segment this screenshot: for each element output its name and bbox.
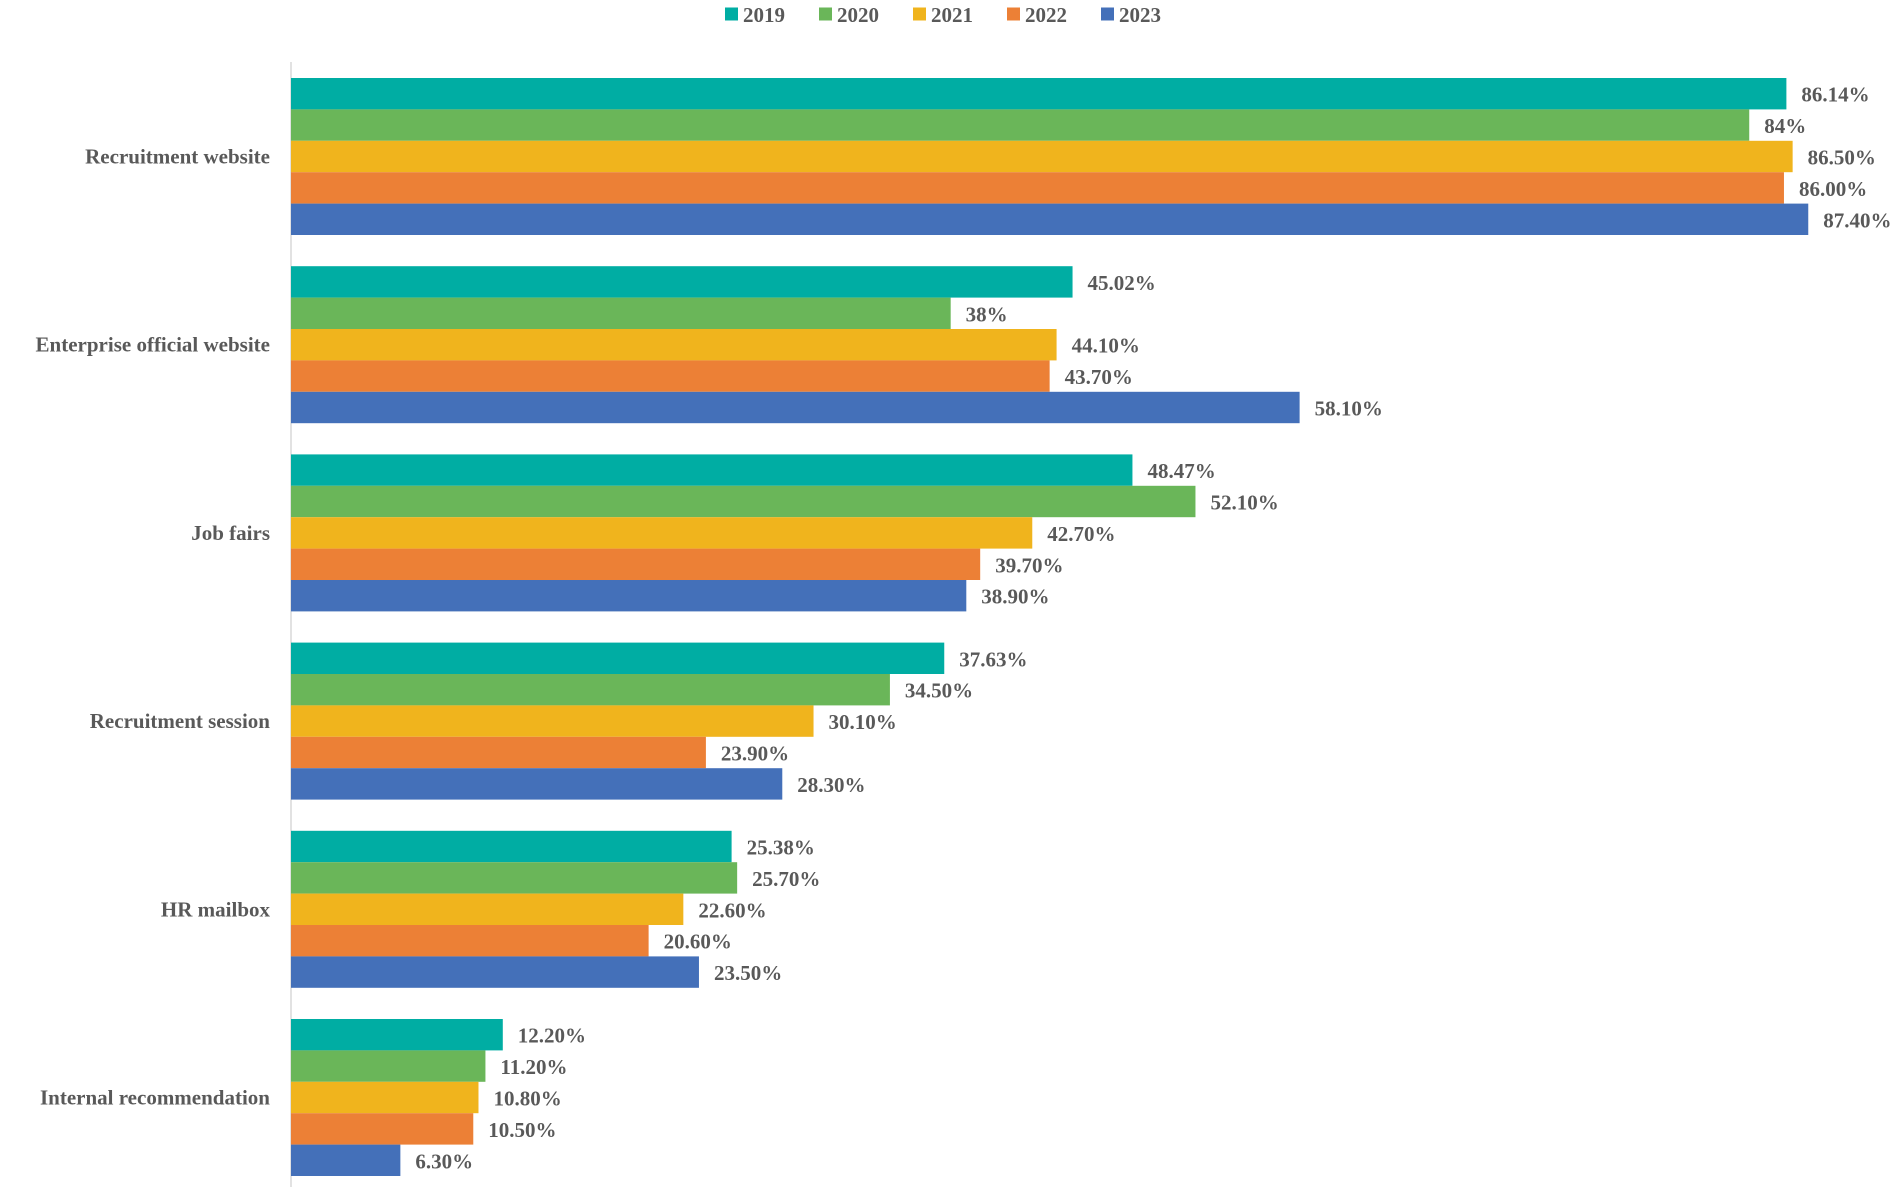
data-label: 22.60% [698,898,766,922]
category-label: Job fairs [191,521,270,545]
bar-2021 [291,517,1033,549]
category-label: HR mailbox [161,897,271,921]
bar-2022 [291,172,1784,204]
category-label: Enterprise official website [36,333,270,357]
data-label: 10.80% [493,1087,561,1111]
bar-2023 [291,391,1300,424]
legend-label: 2022 [1025,3,1067,27]
legend-swatch [819,7,832,21]
category-label: Recruitment website [85,145,270,169]
legend-item-2020: 2020 [819,3,879,27]
legend-swatch [725,7,738,21]
bar-2022 [291,736,706,769]
data-label: 25.38% [747,836,815,860]
bar-2021 [291,1081,479,1114]
data-label: 43.70% [1065,365,1133,389]
data-label: 25.70% [752,867,820,891]
bar-2020 [291,674,890,706]
bar-2023 [291,768,783,800]
bar-2022 [291,925,649,957]
legend-swatch [1007,7,1020,21]
bar-2023 [291,580,967,612]
data-label: 48.47% [1147,459,1215,483]
data-label: 38% [966,302,1008,326]
data-label: 87.40% [1823,208,1891,232]
data-label: 34.50% [905,679,973,703]
bar-2019 [291,830,732,863]
legend: 2019 2020 2021 2022 2023 [725,3,1161,27]
bar-2023 [291,956,699,988]
data-label: 58.10% [1315,397,1383,421]
bar-2020 [291,1050,486,1082]
data-label: 84% [1764,114,1806,138]
category-label: Internal recommendation [40,1086,270,1110]
bar-2019 [291,266,1073,298]
legend-label: 2019 [743,3,785,27]
bar-2021 [291,705,814,737]
value-labels: 86.14% 84%86.50% 86.00% 87.40% 45.02% 38% 44.1… [415,83,1891,1174]
bar-2019 [291,78,1787,110]
data-label: 6.30% [415,1149,473,1173]
legend-label: 2020 [837,3,879,27]
data-label: 45.02% [1088,271,1156,295]
legend-item-2019: 2019 [725,3,785,27]
data-label: 52.10% [1210,491,1278,515]
category-labels: Recruitment website Enterprise official w… [36,145,271,1110]
data-label: 11.20% [500,1055,567,1079]
bar-2020 [291,485,1196,518]
data-label: 23.90% [721,742,789,766]
bar-2023 [291,203,1809,235]
bar-2019 [291,1019,503,1051]
bar-2021 [291,140,1793,173]
bar-2023 [291,1144,401,1176]
data-label: 30.10% [829,710,897,734]
data-label: 37.63% [959,647,1027,671]
bar-2020 [291,297,951,329]
data-label: 23.50% [714,961,782,985]
data-label: 86.50% [1808,146,1876,170]
data-label: 39.70% [995,553,1063,577]
bar-2022 [291,360,1050,392]
bar-2021 [291,329,1057,361]
data-label: 20.60% [664,930,732,954]
data-label: 10.50% [488,1118,556,1142]
data-label: 86.14% [1801,83,1869,107]
legend-item-2021: 2021 [913,3,973,27]
bar-2022 [291,548,981,580]
bar-2020 [291,109,1750,141]
legend-label: 2021 [931,3,973,27]
legend-item-2023: 2023 [1101,3,1161,27]
legend-swatch [1101,7,1114,21]
data-label: 28.30% [797,773,865,797]
bar-2022 [291,1113,474,1145]
legend-swatch [913,7,926,21]
data-label: 86.00% [1799,177,1867,201]
data-label: 44.10% [1072,334,1140,358]
bar-2021 [291,893,684,925]
data-label: 12.20% [518,1024,586,1048]
category-label: Recruitment session [90,709,271,733]
data-label: 38.90% [981,585,1049,609]
legend-label: 2023 [1119,3,1161,27]
data-label: 42.70% [1047,522,1115,546]
legend-item-2022: 2022 [1007,3,1067,27]
bar-2019 [291,454,1133,486]
bars [291,78,1809,1176]
bar-2019 [291,642,945,674]
bar-2020 [291,862,738,894]
